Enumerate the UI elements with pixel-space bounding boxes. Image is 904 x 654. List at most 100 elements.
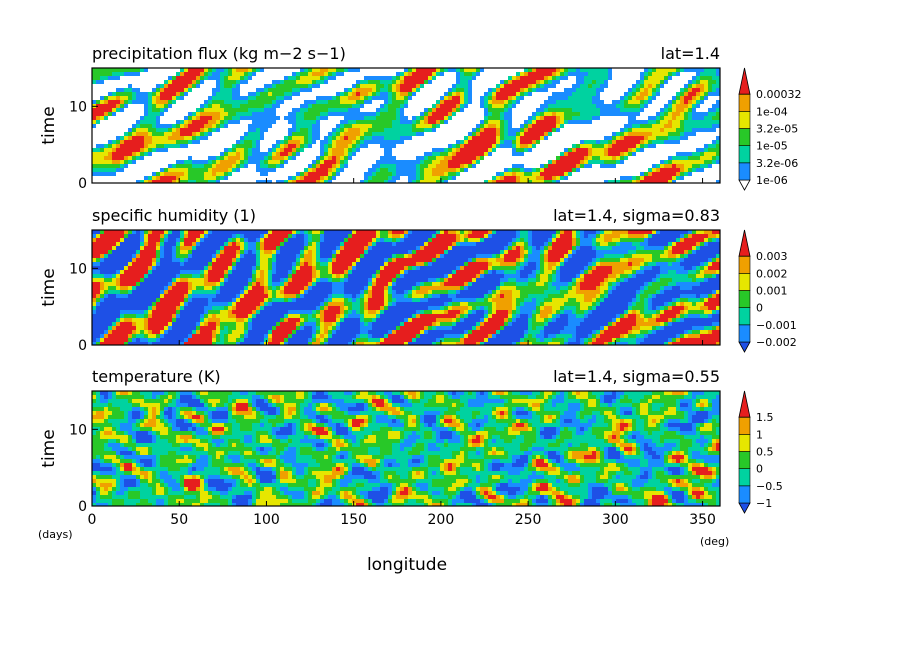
heatmap-cell bbox=[476, 274, 480, 278]
heatmap-cell bbox=[352, 443, 360, 447]
heatmap-cell bbox=[432, 108, 436, 112]
heatmap-cell bbox=[572, 310, 576, 314]
heatmap-cell bbox=[204, 104, 208, 108]
heatmap-cell bbox=[432, 431, 436, 435]
heatmap-cell bbox=[376, 318, 404, 322]
heatmap-cell bbox=[620, 314, 624, 318]
heatmap-cell bbox=[552, 314, 556, 318]
heatmap-cell bbox=[308, 314, 312, 318]
heatmap-cell bbox=[352, 144, 356, 148]
heatmap-cell bbox=[272, 92, 284, 96]
heatmap-cell bbox=[240, 136, 244, 140]
heatmap-cell bbox=[240, 234, 244, 238]
heatmap-cell bbox=[156, 306, 176, 310]
heatmap-cell bbox=[360, 326, 372, 330]
heatmap-cell bbox=[208, 322, 216, 326]
heatmap-cell bbox=[248, 334, 264, 338]
heatmap-cell bbox=[212, 266, 228, 270]
heatmap-cell bbox=[528, 330, 540, 334]
heatmap-cell bbox=[104, 112, 108, 116]
heatmap-cell bbox=[256, 262, 260, 266]
heatmap-cell bbox=[204, 419, 208, 423]
heatmap-cell bbox=[680, 238, 684, 242]
heatmap-cell bbox=[456, 108, 460, 112]
heatmap-cell bbox=[188, 403, 204, 407]
heatmap-cell bbox=[216, 342, 224, 345]
heatmap-cell bbox=[96, 306, 148, 310]
heatmap-cell bbox=[224, 338, 228, 342]
heatmap-cell bbox=[236, 326, 244, 330]
heatmap-cell bbox=[392, 399, 404, 403]
heatmap-cell bbox=[228, 120, 240, 124]
heatmap-cell bbox=[372, 164, 380, 168]
heatmap-cell bbox=[264, 108, 276, 112]
heatmap-cell bbox=[332, 322, 336, 326]
heatmap-cell bbox=[344, 270, 348, 274]
heatmap-cell bbox=[644, 302, 648, 306]
heatmap-cell bbox=[584, 80, 592, 84]
heatmap-cell bbox=[716, 100, 720, 104]
heatmap-cell bbox=[652, 391, 664, 395]
heatmap-cell bbox=[156, 258, 160, 262]
heatmap-cell bbox=[360, 439, 364, 443]
heatmap-cell bbox=[324, 176, 328, 180]
heatmap-cell bbox=[104, 278, 112, 282]
heatmap-cell bbox=[580, 164, 584, 168]
heatmap-cell bbox=[120, 136, 124, 140]
heatmap-cell bbox=[108, 100, 120, 104]
heatmap-cell bbox=[324, 302, 328, 306]
heatmap-cell bbox=[308, 140, 312, 144]
heatmap-cell bbox=[316, 120, 320, 124]
heatmap-cell bbox=[440, 419, 444, 423]
heatmap-cell bbox=[336, 160, 340, 164]
heatmap-cell bbox=[388, 234, 392, 238]
heatmap-cell bbox=[520, 391, 532, 395]
heatmap-cell bbox=[704, 266, 708, 270]
heatmap-cell bbox=[520, 128, 524, 132]
heatmap-cell bbox=[556, 310, 560, 314]
heatmap-cell bbox=[332, 136, 336, 140]
heatmap-cell bbox=[508, 314, 512, 318]
heatmap-cell bbox=[236, 258, 240, 262]
heatmap-cell bbox=[180, 270, 200, 274]
heatmap-cell bbox=[596, 338, 612, 342]
heatmap-cell bbox=[532, 168, 536, 172]
heatmap-cell bbox=[156, 395, 160, 399]
heatmap-cell bbox=[604, 180, 608, 183]
heatmap-cell bbox=[600, 234, 604, 238]
heatmap-cell bbox=[212, 298, 232, 302]
heatmap-cell bbox=[368, 96, 372, 100]
heatmap-cell bbox=[312, 266, 316, 270]
heatmap-cell bbox=[644, 140, 648, 144]
heatmap-cell bbox=[332, 144, 336, 148]
heatmap-cell bbox=[112, 112, 116, 116]
heatmap-cell bbox=[480, 270, 484, 274]
heatmap-cell bbox=[332, 439, 336, 443]
heatmap-cell bbox=[276, 246, 280, 250]
heatmap-cell bbox=[376, 230, 380, 234]
heatmap-cell bbox=[500, 278, 508, 282]
heatmap-cell bbox=[224, 124, 228, 128]
heatmap-cell bbox=[212, 338, 216, 342]
heatmap-cell bbox=[532, 250, 540, 254]
heatmap-cell bbox=[328, 100, 340, 104]
heatmap-cell bbox=[212, 172, 216, 176]
heatmap-cell bbox=[272, 427, 280, 431]
heatmap-cell bbox=[256, 128, 260, 132]
heatmap-cell bbox=[408, 270, 452, 274]
heatmap-cell bbox=[184, 262, 208, 266]
heatmap-cell bbox=[340, 120, 348, 124]
heatmap-cell bbox=[660, 112, 664, 116]
heatmap-cell bbox=[548, 294, 564, 298]
heatmap-cell bbox=[468, 391, 472, 395]
heatmap-cell bbox=[656, 262, 668, 266]
heatmap-cell bbox=[132, 124, 136, 128]
heatmap-cell bbox=[496, 407, 508, 411]
heatmap-cell bbox=[292, 431, 296, 435]
heatmap-cell bbox=[544, 403, 552, 407]
heatmap-cell bbox=[580, 160, 584, 164]
heatmap-cell bbox=[328, 419, 332, 423]
heatmap-cell bbox=[232, 266, 236, 270]
heatmap-cell bbox=[160, 411, 164, 415]
heatmap-cell bbox=[160, 407, 164, 411]
